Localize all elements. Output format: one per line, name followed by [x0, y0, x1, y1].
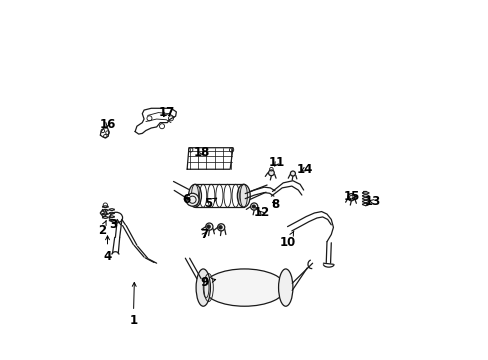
Text: 11: 11	[268, 156, 285, 169]
Ellipse shape	[237, 184, 250, 207]
Circle shape	[347, 194, 354, 201]
Text: 5: 5	[204, 197, 216, 210]
Ellipse shape	[203, 269, 285, 306]
Circle shape	[205, 223, 212, 230]
Text: 3: 3	[109, 218, 118, 231]
Ellipse shape	[196, 269, 210, 306]
Text: 18: 18	[193, 145, 209, 158]
Text: 9: 9	[200, 276, 215, 289]
Text: 12: 12	[253, 207, 269, 220]
Circle shape	[290, 171, 295, 176]
Text: 13: 13	[364, 195, 380, 208]
Circle shape	[250, 203, 257, 210]
Text: 7: 7	[200, 228, 208, 241]
Text: 4: 4	[103, 236, 111, 262]
Ellipse shape	[278, 269, 292, 306]
Circle shape	[252, 205, 255, 208]
Text: 16: 16	[99, 118, 116, 131]
Circle shape	[206, 225, 210, 228]
Circle shape	[268, 170, 274, 176]
Circle shape	[185, 193, 199, 206]
Circle shape	[217, 224, 224, 231]
Circle shape	[218, 226, 222, 229]
Text: 15: 15	[343, 190, 360, 203]
Text: 2: 2	[98, 221, 106, 237]
Text: 14: 14	[296, 163, 312, 176]
Text: 1: 1	[129, 283, 137, 327]
Text: 6: 6	[182, 193, 190, 206]
Text: 10: 10	[279, 231, 295, 249]
Text: 8: 8	[270, 198, 279, 211]
Ellipse shape	[188, 184, 201, 207]
Text: 17: 17	[158, 106, 174, 119]
